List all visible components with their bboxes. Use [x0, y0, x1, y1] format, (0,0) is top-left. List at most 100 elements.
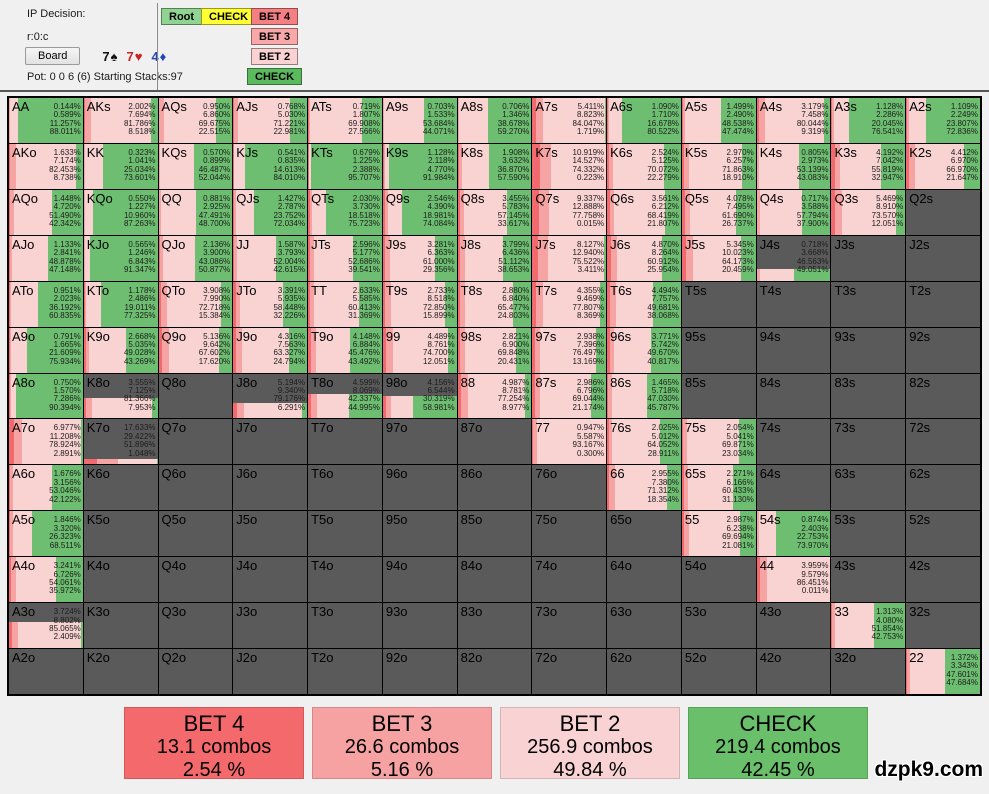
- hand-cell-Q8s[interactable]: 3.455% 5.783% 57.145% 33.617% Q8s: [457, 189, 532, 235]
- hand-cell-72o[interactable]: 72o: [532, 649, 607, 694]
- hand-cell-JTo[interactable]: 3.391% 5.935% 58.448% 32.226% JTo: [233, 281, 308, 327]
- hand-cell-T7s[interactable]: 4.355% 9.469% 77.807% 8.369% T7s: [532, 281, 607, 327]
- hand-cell-97o[interactable]: 97o: [382, 419, 457, 465]
- hand-cell-AQo[interactable]: 1.448% 4.720% 51.490% 42.342% AQo: [9, 189, 83, 235]
- hand-cell-86s[interactable]: 1.465% 5.718% 47.030% 45.787% 86s: [607, 373, 681, 419]
- hand-cell-J2s[interactable]: J2s: [906, 235, 980, 281]
- hand-cell-Q8o[interactable]: Q8o: [158, 373, 233, 419]
- hand-cell-K9s[interactable]: 1.128% 2.118% 4.770% 91.984% K9s: [382, 143, 457, 189]
- hand-cell-A6o[interactable]: 1.676% 3.156% 53.046% 42.122% A6o: [9, 465, 83, 511]
- hand-cell-QTs[interactable]: 2.030% 3.730% 18.518% 75.723% QTs: [308, 189, 382, 235]
- hand-cell-A8s[interactable]: 0.706% 1.346% 38.678% 59.270% A8s: [457, 98, 532, 143]
- hand-cell-Q7s[interactable]: 9.337% 12.888% 77.758% 0.015% Q7s: [532, 189, 607, 235]
- hand-cell-63s[interactable]: 63s: [831, 465, 906, 511]
- hand-cell-96o[interactable]: 96o: [382, 465, 457, 511]
- hand-cell-99[interactable]: 4.489% 8.761% 74.700% 12.051% 99: [382, 327, 457, 373]
- hand-cell-A3s[interactable]: 1.128% 2.286% 20.045% 76.541% A3s: [831, 98, 906, 143]
- hand-cell-Q9s[interactable]: 2.546% 4.390% 18.981% 74.084% Q9s: [382, 189, 457, 235]
- hand-cell-KQo[interactable]: 0.550% 1.227% 10.960% 87.263% KQo: [83, 189, 158, 235]
- hand-cell-A5s[interactable]: 1.499% 2.490% 48.538% 47.474% A5s: [681, 98, 756, 143]
- hand-cell-32s[interactable]: 32s: [906, 603, 980, 649]
- hand-cell-JJ[interactable]: 1.587% 3.793% 52.004% 42.615% JJ: [233, 235, 308, 281]
- hand-cell-K9o[interactable]: 2.668% 5.035% 49.028% 43.269% K9o: [83, 327, 158, 373]
- hand-cell-T9o[interactable]: 4.148% 6.884% 45.476% 43.492% T9o: [308, 327, 382, 373]
- hand-cell-42s[interactable]: 42s: [906, 557, 980, 603]
- hand-cell-A2s[interactable]: 1.109% 2.249% 23.807% 72.836% A2s: [906, 98, 980, 143]
- hand-cell-33[interactable]: 1.313% 4.080% 51.854% 42.753% 33: [831, 603, 906, 649]
- hand-cell-K4o[interactable]: K4o: [83, 557, 158, 603]
- tree-node-root[interactable]: Root: [161, 8, 203, 25]
- hand-cell-64s[interactable]: 64s: [756, 465, 831, 511]
- hand-cell-Q5s[interactable]: 4.078% 7.495% 61.690% 26.737% Q5s: [681, 189, 756, 235]
- hand-cell-K5s[interactable]: 2.970% 6.257% 71.863% 18.910% K5s: [681, 143, 756, 189]
- hand-cell-73o[interactable]: 73o: [532, 603, 607, 649]
- hand-cell-53o[interactable]: 53o: [681, 603, 756, 649]
- hand-cell-T7o[interactable]: T7o: [308, 419, 382, 465]
- hand-cell-T2s[interactable]: T2s: [906, 281, 980, 327]
- hand-cell-A4s[interactable]: 3.179% 7.458% 80.044% 9.319% A4s: [756, 98, 831, 143]
- hand-cell-ATs[interactable]: 0.719% 1.807% 69.908% 27.566% ATs: [308, 98, 382, 143]
- hand-cell-85s[interactable]: 85s: [681, 373, 756, 419]
- hand-cell-Q5o[interactable]: Q5o: [158, 511, 233, 557]
- hand-cell-J4o[interactable]: J4o: [233, 557, 308, 603]
- hand-cell-94s[interactable]: 94s: [756, 327, 831, 373]
- hand-cell-J4s[interactable]: 0.718% 3.668% 46.563% 49.051% J4s: [756, 235, 831, 281]
- hand-cell-J8s[interactable]: 3.799% 6.436% 51.112% 38.653% J8s: [457, 235, 532, 281]
- hand-cell-J2o[interactable]: J2o: [233, 649, 308, 694]
- hand-cell-52s[interactable]: 52s: [906, 511, 980, 557]
- hand-cell-83s[interactable]: 83s: [831, 373, 906, 419]
- hand-cell-AKs[interactable]: 2.002% 7.694% 81.786% 8.518% AKs: [83, 98, 158, 143]
- hand-cell-62s[interactable]: 62s: [906, 465, 980, 511]
- hand-cell-54s[interactable]: 0.874% 2.403% 22.753% 73.970% 54s: [756, 511, 831, 557]
- hand-cell-A9s[interactable]: 0.703% 1.533% 53.684% 44.071% A9s: [382, 98, 457, 143]
- hand-cell-J7s[interactable]: 8.127% 12.940% 75.522% 3.411% J7s: [532, 235, 607, 281]
- hand-cell-AJs[interactable]: 0.768% 5.030% 71.221% 22.981% AJs: [233, 98, 308, 143]
- hand-cell-AKo[interactable]: 1.633% 7.174% 82.453% 8.738% AKo: [9, 143, 83, 189]
- hand-cell-52o[interactable]: 52o: [681, 649, 756, 694]
- hand-cell-AJo[interactable]: 1.133% 2.841% 48.878% 47.148% AJo: [9, 235, 83, 281]
- board-button[interactable]: Board: [25, 47, 81, 65]
- tree-action-bet3[interactable]: BET 3: [251, 28, 299, 45]
- hand-cell-74o[interactable]: 74o: [532, 557, 607, 603]
- hand-cell-K7s[interactable]: 10.919% 14.527% 74.332% 0.223% K7s: [532, 143, 607, 189]
- hand-cell-72s[interactable]: 72s: [906, 419, 980, 465]
- hand-cell-43o[interactable]: 43o: [756, 603, 831, 649]
- hand-cell-QJo[interactable]: 2.136% 3.900% 43.086% 50.877% QJo: [158, 235, 233, 281]
- hand-cell-J8o[interactable]: 5.194% 9.340% 79.176% 6.291% J8o: [233, 373, 308, 419]
- hand-cell-K4s[interactable]: 0.805% 2.973% 53.139% 43.083% K4s: [756, 143, 831, 189]
- hand-cell-J6s[interactable]: 4.870% 8.264% 60.912% 25.954% J6s: [607, 235, 681, 281]
- hand-cell-K7o[interactable]: 17.633% 29.422% 51.896% 1.048% K7o: [83, 419, 158, 465]
- hand-cell-K6s[interactable]: 2.524% 5.125% 70.072% 22.279% K6s: [607, 143, 681, 189]
- tree-node-check-current[interactable]: CHECK: [201, 8, 257, 25]
- hand-cell-J7o[interactable]: J7o: [233, 419, 308, 465]
- hand-cell-K8s[interactable]: 1.908% 3.632% 36.870% 57.590% K8s: [457, 143, 532, 189]
- hand-cell-32o[interactable]: 32o: [831, 649, 906, 694]
- hand-cell-62o[interactable]: 62o: [607, 649, 681, 694]
- hand-cell-93s[interactable]: 93s: [831, 327, 906, 373]
- hand-cell-Q9o[interactable]: 5.136% 9.642% 67.602% 17.620% Q9o: [158, 327, 233, 373]
- hand-cell-KJs[interactable]: 0.541% 0.835% 14.613% 84.010% KJs: [233, 143, 308, 189]
- hand-cell-J6o[interactable]: J6o: [233, 465, 308, 511]
- tree-action-check[interactable]: CHECK: [247, 68, 303, 85]
- hand-cell-55[interactable]: 2.987% 6.238% 69.694% 21.081% 55: [681, 511, 756, 557]
- hand-cell-J3s[interactable]: J3s: [831, 235, 906, 281]
- hand-cell-J5o[interactable]: J5o: [233, 511, 308, 557]
- hand-cell-Q2o[interactable]: Q2o: [158, 649, 233, 694]
- hand-cell-T9s[interactable]: 2.733% 8.518% 72.850% 15.899% T9s: [382, 281, 457, 327]
- hand-cell-K3s[interactable]: 4.192% 7.042% 55.819% 32.947% K3s: [831, 143, 906, 189]
- hand-cell-87s[interactable]: 2.986% 6.796% 69.044% 21.174% 87s: [532, 373, 607, 419]
- hand-cell-AQs[interactable]: 0.950% 6.860% 69.675% 22.515% AQs: [158, 98, 233, 143]
- hand-cell-83o[interactable]: 83o: [457, 603, 532, 649]
- hand-cell-Q3s[interactable]: 5.469% 8.910% 73.570% 12.051% Q3s: [831, 189, 906, 235]
- hand-cell-75o[interactable]: 75o: [532, 511, 607, 557]
- hand-cell-92o[interactable]: 92o: [382, 649, 457, 694]
- hand-cell-42o[interactable]: 42o: [756, 649, 831, 694]
- hand-cell-KTs[interactable]: 0.679% 1.225% 2.388% 95.707% KTs: [308, 143, 382, 189]
- hand-cell-22[interactable]: 1.372% 3.343% 47.601% 47.684% 22: [906, 649, 980, 694]
- hand-cell-T3o[interactable]: T3o: [308, 603, 382, 649]
- hand-cell-93o[interactable]: 93o: [382, 603, 457, 649]
- hand-cell-A2o[interactable]: A2o: [9, 649, 83, 694]
- hand-cell-77[interactable]: 0.947% 5.587% 93.167% 0.300% 77: [532, 419, 607, 465]
- hand-cell-KK[interactable]: 0.323% 1.041% 25.034% 73.601% KK: [83, 143, 158, 189]
- hand-cell-Q7o[interactable]: Q7o: [158, 419, 233, 465]
